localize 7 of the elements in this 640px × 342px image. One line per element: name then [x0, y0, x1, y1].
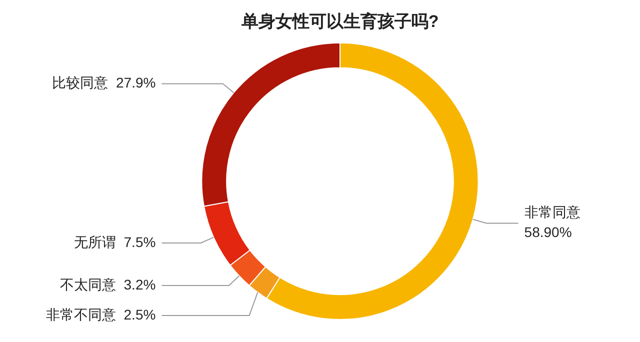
slice-label: 无所谓 7.5% — [74, 234, 156, 250]
slice-label: 比较同意 27.9% — [52, 74, 156, 91]
slice-label: 不太同意 3.2% — [60, 276, 156, 292]
slice-label: 非常同意 — [524, 204, 580, 220]
slice-label: 非常不同意 2.5% — [46, 306, 156, 322]
data-label: 58.90% — [524, 224, 572, 240]
chart-title: 单身女性可以生育孩子吗? — [240, 10, 439, 31]
